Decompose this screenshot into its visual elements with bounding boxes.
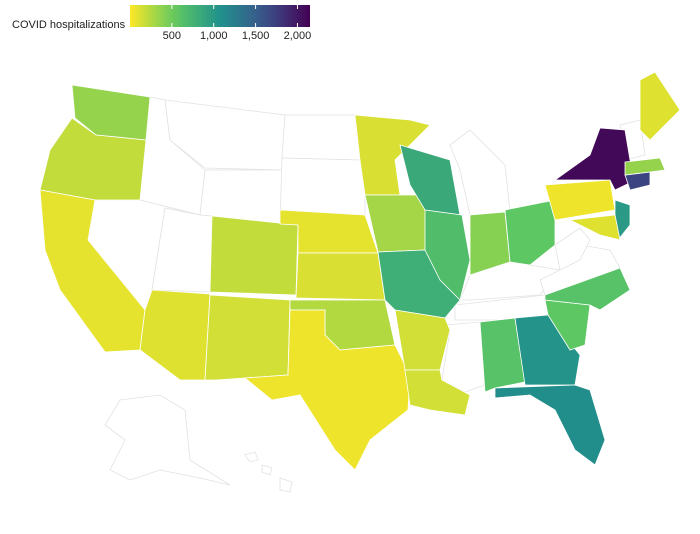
blank-region (279, 477, 293, 493)
region (243, 309, 411, 471)
region (514, 314, 581, 386)
blank-region (261, 464, 273, 476)
region (639, 71, 681, 141)
region (394, 309, 451, 371)
region (479, 317, 526, 393)
blank-region (164, 99, 286, 171)
region (544, 179, 616, 221)
region (204, 294, 291, 381)
region (614, 199, 631, 241)
region (354, 114, 431, 196)
blank-region (449, 129, 511, 216)
region (553, 127, 641, 191)
region (39, 117, 147, 201)
blank-region (554, 227, 591, 271)
colorbar (130, 5, 310, 27)
blank-region (281, 114, 361, 161)
blank-region (104, 394, 231, 486)
colorbar-tick-label: 1,500 (242, 30, 270, 42)
region (624, 157, 666, 176)
region (504, 199, 556, 266)
region (209, 215, 299, 296)
colorbar-tick-label: 1,000 (200, 30, 228, 42)
region (404, 369, 471, 416)
colorbar-tick-label: 500 (163, 30, 181, 42)
region (424, 209, 471, 301)
blank-region (244, 451, 259, 463)
legend-title: COVID hospitalizations (12, 19, 126, 31)
region (544, 267, 631, 311)
region (139, 289, 211, 381)
region (494, 384, 606, 466)
region (568, 214, 621, 241)
colorbar-tick-label: 2,000 (284, 30, 312, 42)
region (295, 252, 386, 301)
